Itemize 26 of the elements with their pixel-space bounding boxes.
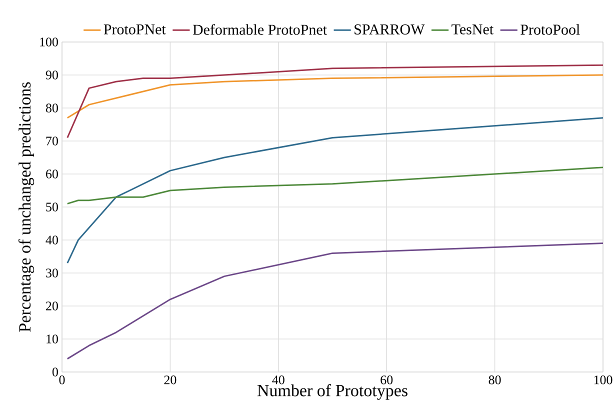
y-tick-label: 80 bbox=[46, 104, 58, 112]
legend-label: TesNet bbox=[452, 24, 494, 34]
y-tick-label: 90 bbox=[46, 70, 58, 80]
legend-label: ProtoPNet bbox=[104, 24, 166, 34]
y-tick-label: 70 bbox=[46, 136, 58, 146]
x-tick-label: 0 bbox=[59, 376, 65, 384]
x-tick-label: 40 bbox=[272, 376, 284, 384]
y-tick-label: 30 bbox=[46, 268, 58, 278]
y-axis-title: Percentage of unchanged predictions bbox=[18, 82, 34, 332]
y-tick-label: 100 bbox=[40, 38, 58, 46]
y-tick-label: 60 bbox=[46, 170, 58, 178]
x-tick-label: 20 bbox=[164, 376, 176, 384]
y-tick-label: 40 bbox=[46, 236, 58, 244]
x-tick-label: 80 bbox=[488, 376, 501, 384]
x-axis-title: Number of Prototypes bbox=[257, 384, 408, 400]
x-tick-label: 60 bbox=[380, 376, 393, 384]
legend-label: Deformable ProtoPnet bbox=[192, 24, 327, 35]
y-tick-label: 50 bbox=[46, 202, 58, 212]
y-tick-label: 0 bbox=[52, 368, 58, 376]
legend-label: SPARROW bbox=[354, 24, 425, 35]
line-series bbox=[66, 64, 603, 138]
y-tick-label: 10 bbox=[46, 334, 58, 344]
legend-label: ProtoPool bbox=[520, 24, 580, 35]
y-tick-label: 20 bbox=[46, 302, 58, 310]
x-tick-label: 100 bbox=[594, 376, 612, 384]
line-series bbox=[66, 166, 603, 204]
